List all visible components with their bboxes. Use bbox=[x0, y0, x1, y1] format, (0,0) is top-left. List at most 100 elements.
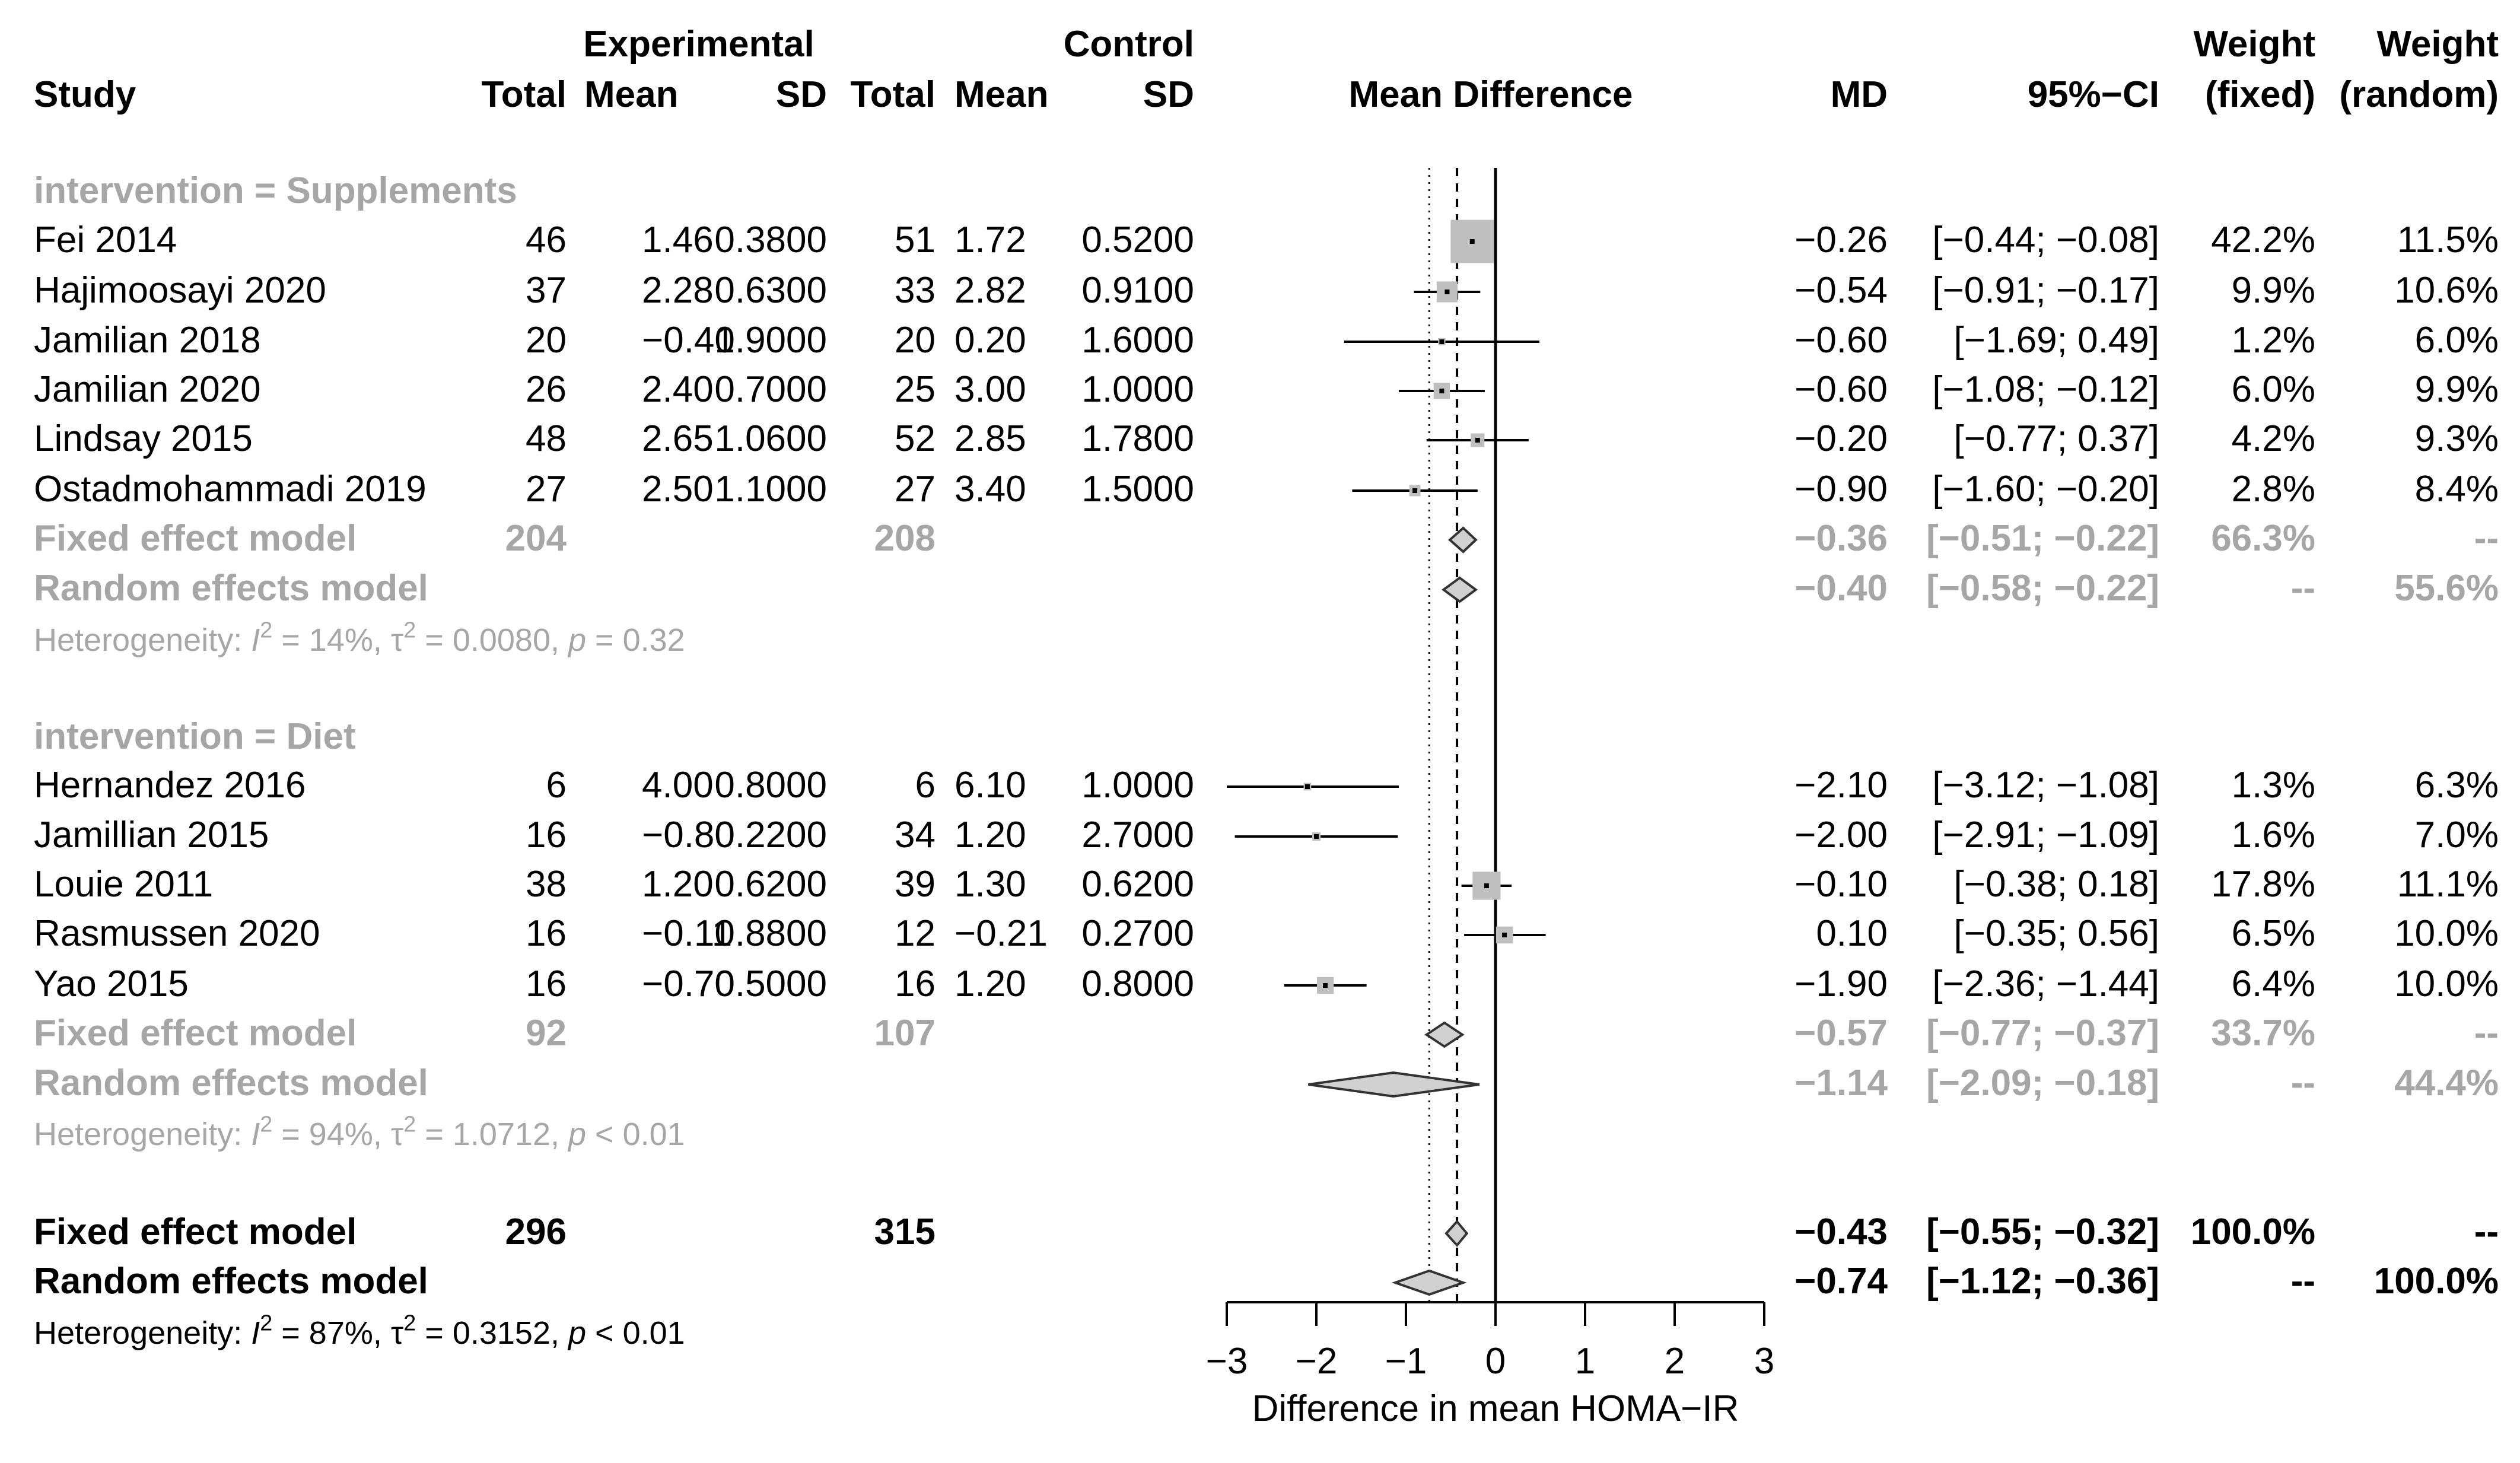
study-row-name: Jamillian 2015 bbox=[34, 815, 269, 855]
subgroup-fixed-wr: -- bbox=[2474, 1013, 2499, 1054]
overall-fixed-total-c: 315 bbox=[874, 1211, 936, 1252]
header-weight-random: (random) bbox=[2339, 74, 2499, 115]
subgroup-fixed-wf: 33.7% bbox=[2211, 1013, 2315, 1054]
study-row-me: 2.65 bbox=[642, 418, 714, 459]
study-row-sdc: 1.0000 bbox=[1081, 765, 1194, 806]
x-axis-label: Difference in mean HOMA−IR bbox=[1252, 1388, 1739, 1429]
study-row-md-text: −0.90 bbox=[1794, 469, 1888, 510]
study-row-name: Rasmussen 2020 bbox=[34, 913, 320, 954]
study-row-wf: 9.9% bbox=[2232, 270, 2315, 311]
study-row-ci-text: [−0.38; 0.18] bbox=[1954, 864, 2159, 905]
study-row-name: Fei 2014 bbox=[34, 220, 177, 260]
header-weight-fixed-top: Weight bbox=[2194, 24, 2316, 65]
study-row-md-text: 0.10 bbox=[1816, 913, 1888, 954]
study-row-sde: 1.1000 bbox=[714, 469, 827, 510]
study-row-wr: 6.3% bbox=[2415, 765, 2499, 806]
study-row-mc: 3.40 bbox=[954, 469, 1026, 510]
study-row-te: 37 bbox=[526, 270, 567, 311]
study-row-tc: 33 bbox=[895, 270, 936, 311]
study-row-wr: 8.4% bbox=[2415, 469, 2499, 510]
overall-random-ci: [−1.12; −0.36] bbox=[1926, 1261, 2159, 1302]
study-row-md-text: −0.54 bbox=[1794, 270, 1888, 311]
subgroup-random-md: −1.14 bbox=[1794, 1063, 1888, 1103]
header-mean-e: Mean bbox=[584, 74, 678, 115]
study-row-tc: 39 bbox=[895, 864, 936, 905]
study-row-sde: 0.7000 bbox=[714, 369, 827, 410]
subgroup-fixed-wf: 66.3% bbox=[2211, 518, 2315, 559]
heterogeneity-i2-letter: I bbox=[251, 1117, 260, 1152]
study-row-me: 2.40 bbox=[642, 369, 714, 410]
study-row-wr: 6.0% bbox=[2415, 320, 2499, 361]
subgroup-heterogeneity: Heterogeneity: I2 = 14%, τ2 = 0.0080, p … bbox=[34, 618, 685, 658]
header-sd-c: SD bbox=[1143, 74, 1194, 115]
subgroup-fixed-ci: [−0.51; −0.22] bbox=[1926, 518, 2159, 559]
overall-fixed-ci: [−0.55; −0.32] bbox=[1926, 1211, 2159, 1252]
subgroup-random-wr: 44.4% bbox=[2394, 1063, 2499, 1103]
study-row-ci-text: [−0.35; 0.56] bbox=[1954, 913, 2159, 954]
study-row-te: 48 bbox=[526, 418, 567, 459]
heterogeneity-prefix: Heterogeneity: bbox=[34, 1315, 251, 1351]
study-row-sde: 0.8000 bbox=[714, 765, 827, 806]
study-mark-point bbox=[1502, 933, 1507, 937]
study-row-wf: 1.2% bbox=[2232, 320, 2315, 361]
overall-fixed-diamond bbox=[1444, 1219, 1469, 1248]
study-row-me: −0.11 bbox=[642, 913, 732, 954]
study-row-name: Hernandez 2016 bbox=[34, 765, 306, 806]
heterogeneity-tau-letter: τ bbox=[391, 622, 403, 658]
x-axis-tick-label: 3 bbox=[1754, 1341, 1774, 1382]
study-row-md-text: −0.60 bbox=[1794, 369, 1888, 410]
study-row-wr: 10.0% bbox=[2394, 913, 2499, 954]
heterogeneity-p-val: < 0.01 bbox=[586, 1315, 685, 1351]
study-row-me: −0.70 bbox=[642, 963, 735, 1004]
study-row-me: 4.00 bbox=[642, 765, 714, 806]
study-row-sdc: 0.5200 bbox=[1081, 220, 1194, 260]
x-axis-tick-label: 0 bbox=[1485, 1341, 1506, 1382]
study-row-te: 20 bbox=[526, 320, 567, 361]
subgroup-random-md: −0.40 bbox=[1794, 568, 1888, 609]
study-row-name: Hajimoosayi 2020 bbox=[34, 270, 326, 311]
study-row-md-text: −2.10 bbox=[1794, 765, 1888, 806]
study-row-ci-text: [−1.69; 0.49] bbox=[1954, 320, 2159, 361]
subgroup-fixed-diamond bbox=[1424, 1021, 1465, 1048]
study-row-mc: 1.30 bbox=[954, 864, 1026, 905]
study-row-wf: 42.2% bbox=[2211, 220, 2315, 260]
study-row-te: 27 bbox=[526, 469, 567, 510]
heterogeneity-p-val: < 0.01 bbox=[586, 1117, 685, 1152]
study-row-me: 1.46 bbox=[642, 220, 714, 260]
study-row-name: Jamilian 2020 bbox=[34, 369, 261, 410]
study-row-me: 2.28 bbox=[642, 270, 714, 311]
study-row-wr: 10.0% bbox=[2394, 963, 2499, 1004]
study-row-wr: 11.1% bbox=[2397, 864, 2499, 905]
header-experimental: Experimental bbox=[583, 24, 814, 65]
study-row-sde: 1.9000 bbox=[714, 320, 827, 361]
heterogeneity-tau-sup: 2 bbox=[403, 1311, 416, 1335]
overall-random-diamond bbox=[1391, 1269, 1467, 1296]
heterogeneity-i2-sup: 2 bbox=[260, 618, 272, 643]
study-row-te: 26 bbox=[526, 369, 567, 410]
study-row-sdc: 2.7000 bbox=[1081, 815, 1194, 855]
x-axis-tick-label: −2 bbox=[1296, 1341, 1338, 1382]
study-row-md-text: −0.10 bbox=[1794, 864, 1888, 905]
study-mark-point bbox=[1444, 290, 1450, 294]
header-mean-c: Mean bbox=[954, 74, 1048, 115]
study-row-sde: 0.2200 bbox=[714, 815, 827, 855]
study-row-sde: 1.0600 bbox=[714, 418, 827, 459]
subgroup-random-ci: [−2.09; −0.18] bbox=[1926, 1063, 2159, 1103]
study-row-me: −0.80 bbox=[642, 815, 735, 855]
study-row-te: 6 bbox=[546, 765, 567, 806]
study-row-tc: 52 bbox=[895, 418, 936, 459]
study-row-wr: 10.6% bbox=[2394, 270, 2499, 311]
study-row-name: Yao 2015 bbox=[34, 963, 189, 1004]
study-mark-point bbox=[1323, 983, 1328, 988]
subgroup-fixed-ci: [−0.77; −0.37] bbox=[1926, 1013, 2159, 1054]
subgroup-random-ci: [−0.58; −0.22] bbox=[1926, 568, 2159, 609]
heterogeneity-i2-val: = 14%, bbox=[272, 622, 391, 658]
subgroup-fixed-te: 92 bbox=[526, 1013, 567, 1054]
study-row-mc: 1.20 bbox=[954, 963, 1026, 1004]
x-axis-tick-label: 1 bbox=[1575, 1341, 1595, 1382]
study-row-me: 2.50 bbox=[642, 469, 714, 510]
study-row-name: Jamilian 2018 bbox=[34, 320, 261, 361]
study-row-tc: 20 bbox=[895, 320, 936, 361]
study-row-sdc: 0.8000 bbox=[1081, 963, 1194, 1004]
